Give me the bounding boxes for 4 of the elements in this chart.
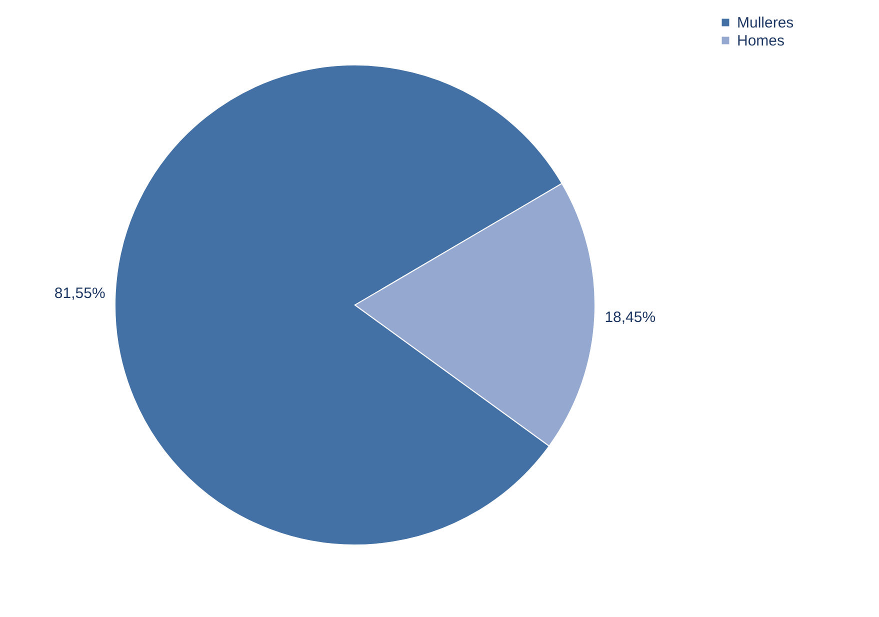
data-label: 81,55% <box>54 284 106 302</box>
legend-label: Mulleres <box>737 14 794 32</box>
legend-label: Homes <box>737 32 785 50</box>
data-label: 18,45% <box>604 309 656 326</box>
